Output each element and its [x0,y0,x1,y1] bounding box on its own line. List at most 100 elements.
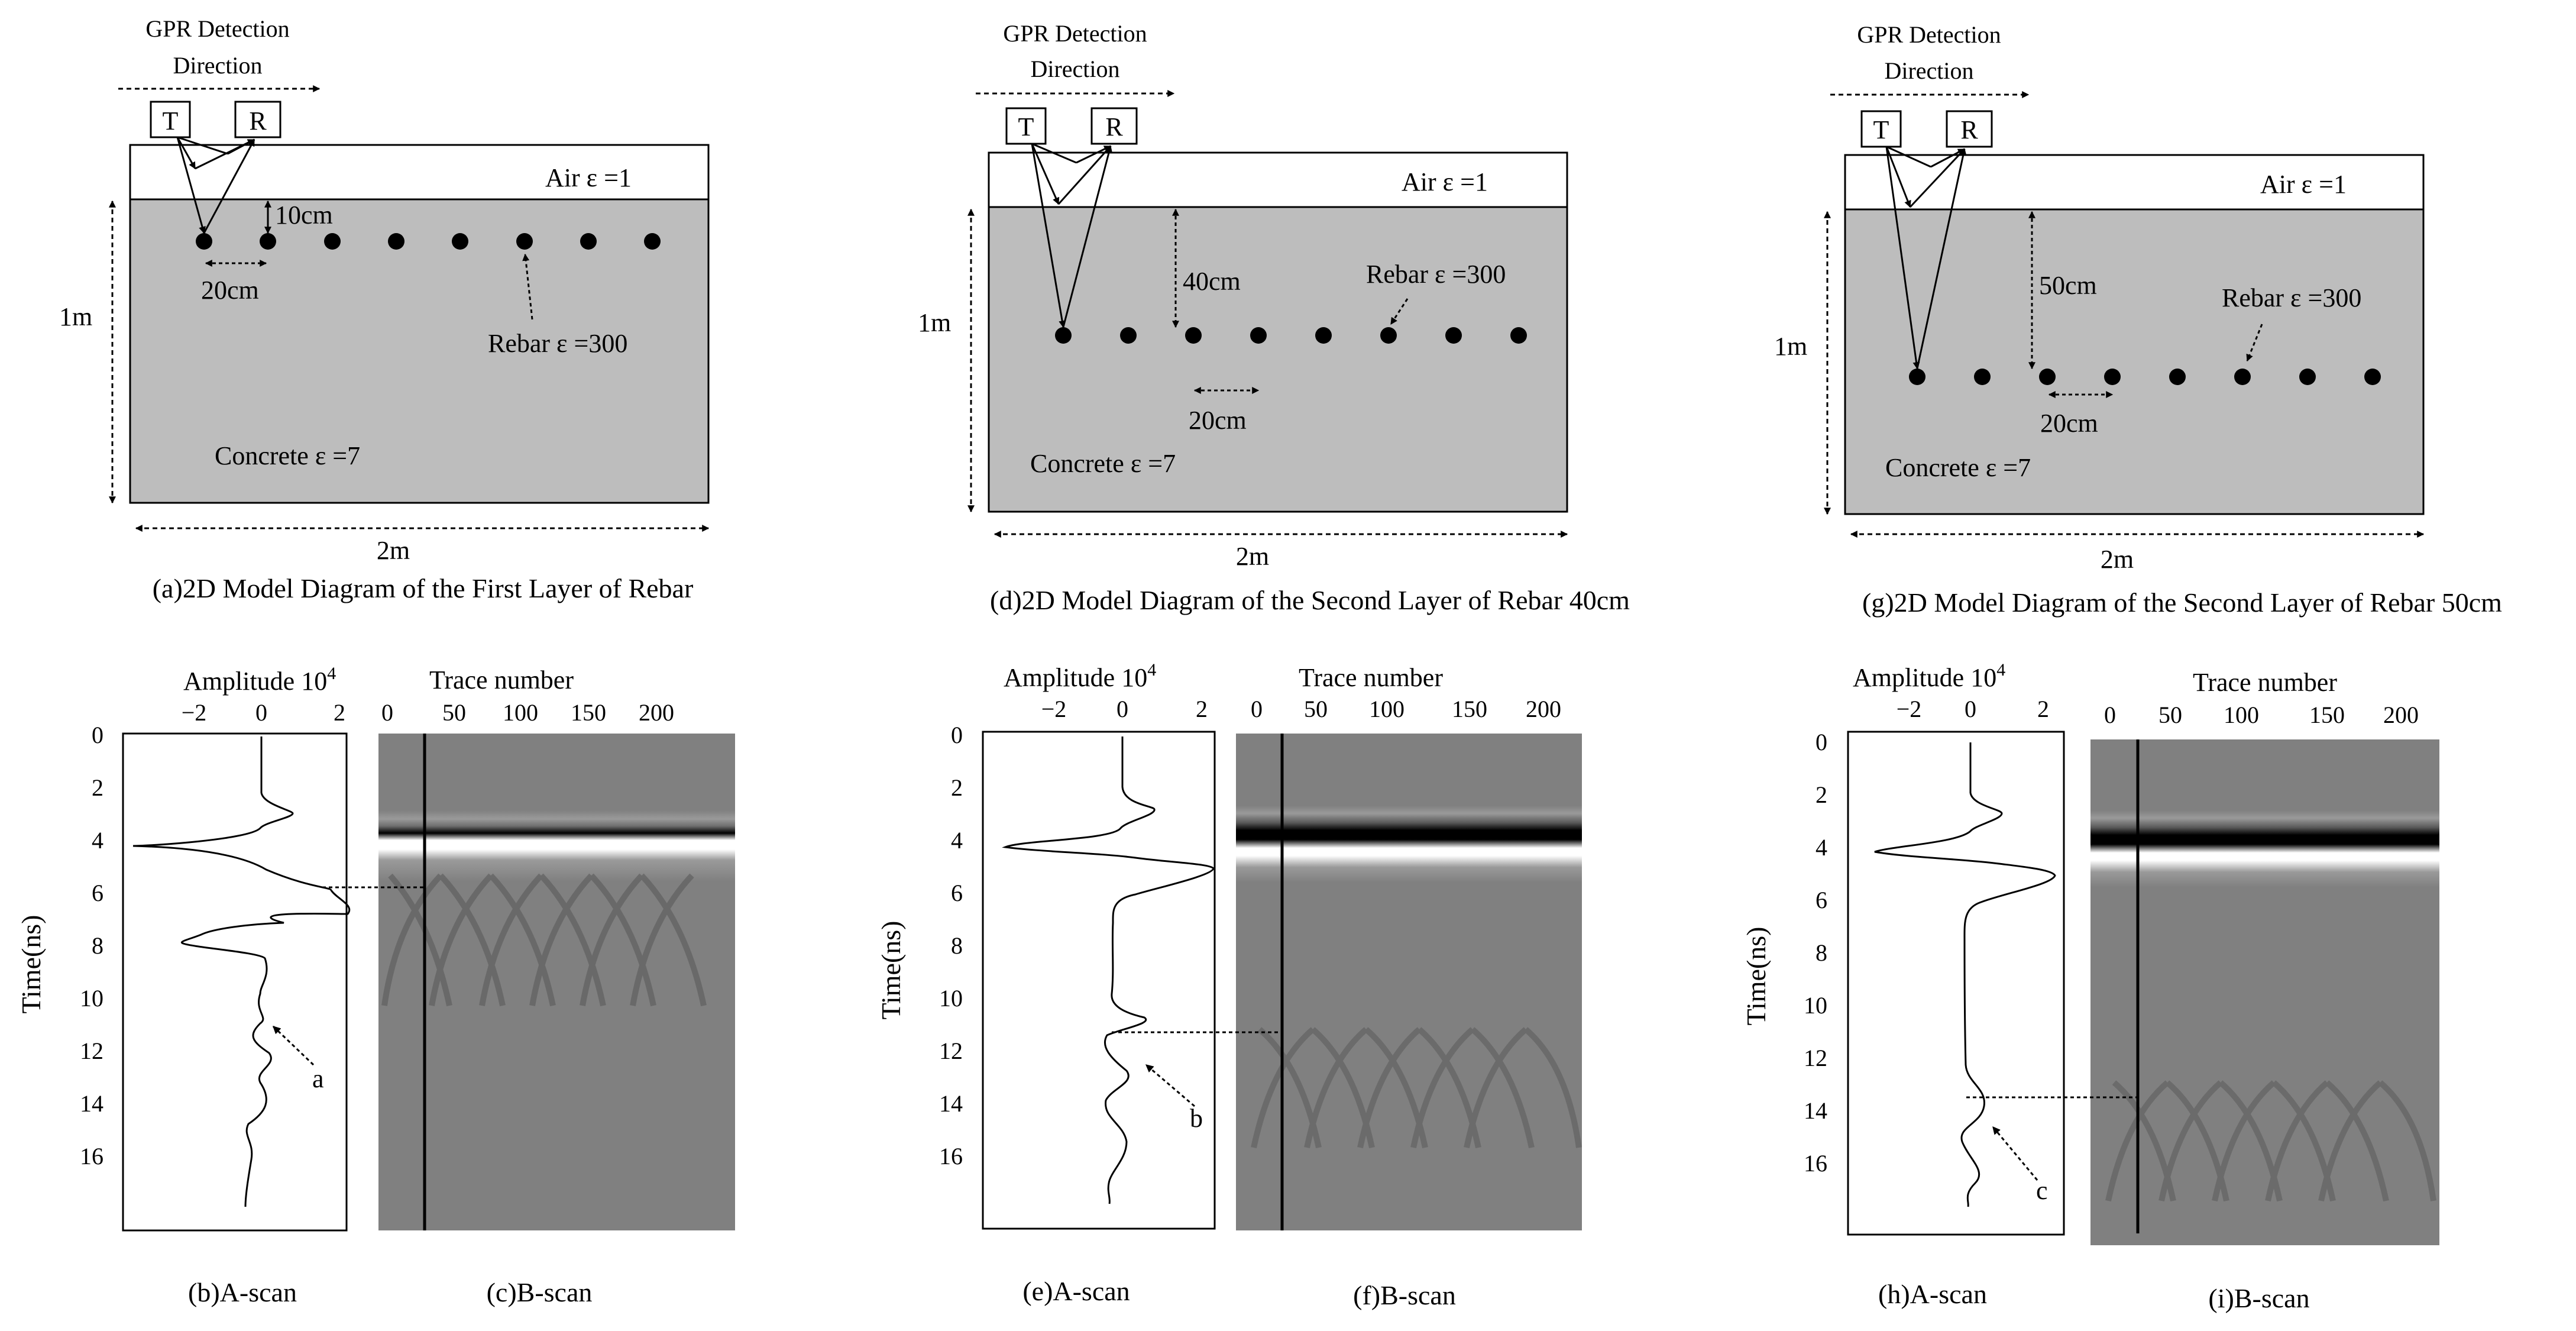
concrete-layer [129,198,710,504]
depth-label: 10cm [275,201,333,230]
svg-text:2: 2 [92,774,103,801]
receiver-label: R [249,106,267,135]
svg-text:14: 14 [80,1090,103,1117]
height-label: 1m [59,302,92,331]
air-label: Air ε =1 [545,163,632,192]
time-ticks: 0 2 4 6 8 10 12 14 16 [1804,729,1827,1177]
svg-text:2: 2 [334,699,345,726]
svg-text:0: 0 [1965,696,1976,722]
svg-text:14: 14 [1804,1097,1827,1124]
svg-text:200: 200 [2383,702,2419,728]
model-caption: (d)2D Model Diagram of the Second Layer … [990,585,1630,615]
scan-plots-first-layer: Amplitude 104 −2 0 2 0 2 4 6 8 10 12 14 … [16,664,735,1307]
svg-text:0: 0 [255,699,267,726]
transmitter-label: T [163,106,179,135]
svg-text:4: 4 [1816,834,1827,861]
model-caption: (g)2D Model Diagram of the Second Layer … [1862,587,2502,618]
scan-plots-second-layer-40cm: Amplitude 104 −2 0 2 0 2 4 6 8 10 12 14 … [876,660,1582,1310]
svg-text:10: 10 [1804,992,1827,1019]
air-layer [1844,154,2425,211]
svg-text:100: 100 [1369,696,1404,722]
svg-text:6: 6 [951,880,963,906]
ascan-trace [1874,742,2056,1207]
rebar [324,233,341,250]
amplitude-label: Amplitude 104 [1853,660,2005,692]
time-axis-label: Time(ns) [1741,927,1771,1026]
ascan-caption: (h)A-scan [1878,1279,1987,1309]
amplitude-label: Amplitude 104 [183,664,336,696]
marker-label: a [312,1064,324,1093]
air-label: Air ε =1 [1402,167,1488,196]
rebar-pointer [522,253,533,320]
svg-text:0: 0 [381,699,393,726]
rebar-label: Rebar ε =300 [2222,283,2361,312]
depth-label: 40cm [1183,267,1241,296]
receiver-box [1946,110,1993,148]
trace-ticks: 0 50 100 150 200 [2104,702,2419,728]
width-label: 2m [2101,545,2134,574]
depth-label: 50cm [2039,271,2097,300]
width-label: 2m [377,536,410,565]
direct-wave-band [2090,810,2439,887]
rebar [196,233,212,250]
rebar [580,233,597,250]
svg-text:16: 16 [939,1143,963,1170]
concrete-layer [988,206,1568,513]
rebar [1909,369,1925,385]
ascan-trace [132,736,351,1207]
svg-text:16: 16 [1804,1150,1827,1177]
svg-text:50: 50 [2158,702,2182,728]
rebar [260,233,276,250]
amplitude-ticks: −2 0 2 [1041,696,1208,722]
rebar [1510,327,1527,344]
gpr-direction-label: GPR Detection [145,15,289,42]
ray-paths [1031,143,1113,328]
time-axis-label: Time(ns) [16,915,46,1014]
rebar [516,233,533,250]
rebar [2104,369,2121,385]
amplitude-ticks: −2 0 2 [182,699,345,726]
transmitter-label: T [1873,115,1889,144]
svg-text:2: 2 [2037,696,2049,722]
svg-text:0: 0 [1816,729,1827,755]
rebar-pointer [1390,298,1409,325]
svg-text:0: 0 [2104,702,2116,728]
trace-number-label: Trace number [1299,663,1443,692]
svg-text:150: 150 [1452,696,1487,722]
air-layer [988,151,1568,208]
amplitude-ticks: −2 0 2 [1897,696,2049,722]
svg-text:4: 4 [92,827,103,854]
svg-text:50: 50 [442,699,466,726]
model-diagram-second-layer-50cm: GPR Detection Direction T R Air ε =1 Con… [1774,21,2502,618]
svg-text:10: 10 [939,985,963,1012]
trace-ticks: 0 50 100 150 200 [1251,696,1561,722]
svg-text:6: 6 [1816,887,1827,913]
svg-text:2: 2 [1196,696,1208,722]
spacing-label: 20cm [201,276,259,305]
bscan-caption: (c)B-scan [487,1277,593,1307]
time-ticks: 0 2 4 6 8 10 12 14 16 [939,722,963,1170]
hyperbola-pattern [1251,1027,1582,1149]
ascan-frame [1847,731,2065,1236]
svg-text:8: 8 [951,932,963,959]
height-label: 1m [1774,332,1807,361]
height-label: 1m [918,308,951,337]
trace-ticks: 0 50 100 150 200 [381,699,674,726]
receiver-label: R [1105,112,1123,141]
time-axis-label: Time(ns) [876,921,906,1020]
svg-text:8: 8 [92,932,103,959]
svg-text:0: 0 [1251,696,1263,722]
rebar [1380,327,1397,344]
direct-wave-band [378,810,735,881]
rebar-pointer [2246,324,2263,362]
svg-text:0: 0 [951,722,963,748]
hyperbola-pattern [2105,1080,2436,1202]
svg-text:10: 10 [80,985,103,1012]
svg-text:0: 0 [92,722,103,748]
rebar [1445,327,1462,344]
concrete-label: Concrete ε =7 [215,441,360,470]
bscan-image [378,734,735,1230]
rebar [2234,369,2251,385]
transmitter-box [1860,110,1902,148]
